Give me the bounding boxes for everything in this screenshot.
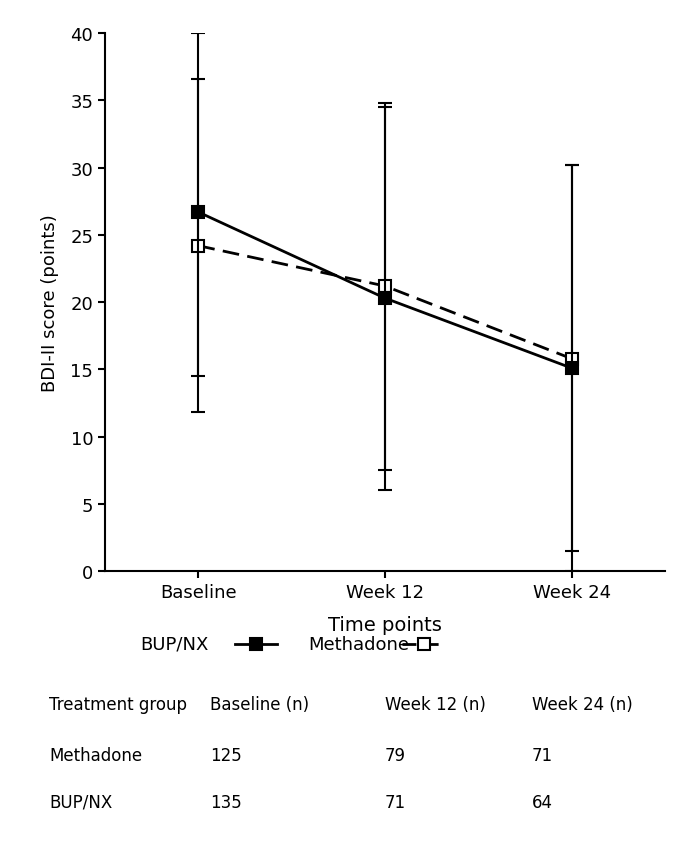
Text: 135: 135 xyxy=(210,792,242,811)
Text: BUP/NX: BUP/NX xyxy=(140,635,209,653)
Y-axis label: BDI-II score (points): BDI-II score (points) xyxy=(41,214,59,392)
Text: Treatment group: Treatment group xyxy=(49,694,187,713)
Text: 71: 71 xyxy=(532,746,553,764)
X-axis label: Time points: Time points xyxy=(328,615,442,634)
Text: 125: 125 xyxy=(210,746,242,764)
Text: Baseline (n): Baseline (n) xyxy=(210,694,309,713)
Text: Week 12 (n): Week 12 (n) xyxy=(385,694,486,713)
Text: 71: 71 xyxy=(385,792,406,811)
Text: Week 24 (n): Week 24 (n) xyxy=(532,694,633,713)
Text: 64: 64 xyxy=(532,792,553,811)
Text: BUP/NX: BUP/NX xyxy=(49,792,112,811)
Text: Methadone: Methadone xyxy=(308,635,409,653)
Text: Methadone: Methadone xyxy=(49,746,142,764)
Text: 79: 79 xyxy=(385,746,406,764)
